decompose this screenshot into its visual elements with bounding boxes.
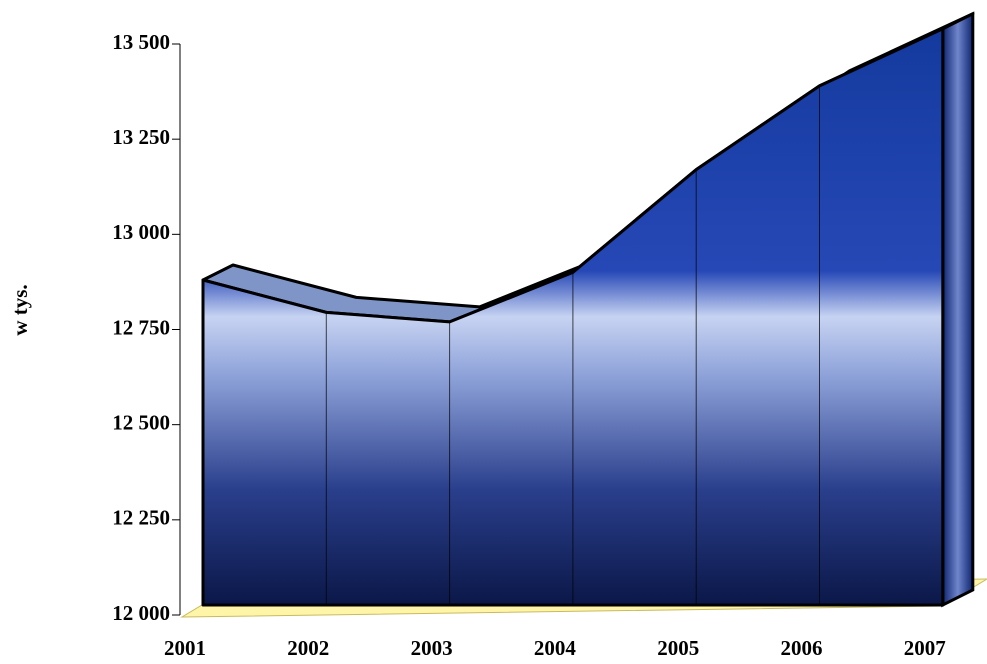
x-tick-label: 2002 bbox=[287, 636, 329, 660]
y-tick-label: 13 250 bbox=[112, 125, 170, 149]
area-side bbox=[941, 11, 975, 608]
y-tick-label: 12 000 bbox=[112, 601, 170, 625]
x-tick-label: 2003 bbox=[411, 636, 453, 660]
y-tick-label: 13 000 bbox=[112, 220, 170, 244]
x-tick-label: 2006 bbox=[781, 636, 823, 660]
x-tick-label: 2007 bbox=[904, 636, 946, 660]
y-tick-label: 12 750 bbox=[112, 315, 170, 339]
y-tick-label: 13 500 bbox=[112, 30, 170, 54]
y-tick-label: 12 250 bbox=[112, 506, 170, 530]
x-tick-label: 2005 bbox=[657, 636, 699, 660]
y-axis-title: w tys. bbox=[8, 284, 32, 335]
x-tick-label: 2001 bbox=[164, 636, 206, 660]
x-tick-label: 2004 bbox=[534, 636, 577, 660]
y-tick-label: 12 500 bbox=[112, 410, 170, 434]
